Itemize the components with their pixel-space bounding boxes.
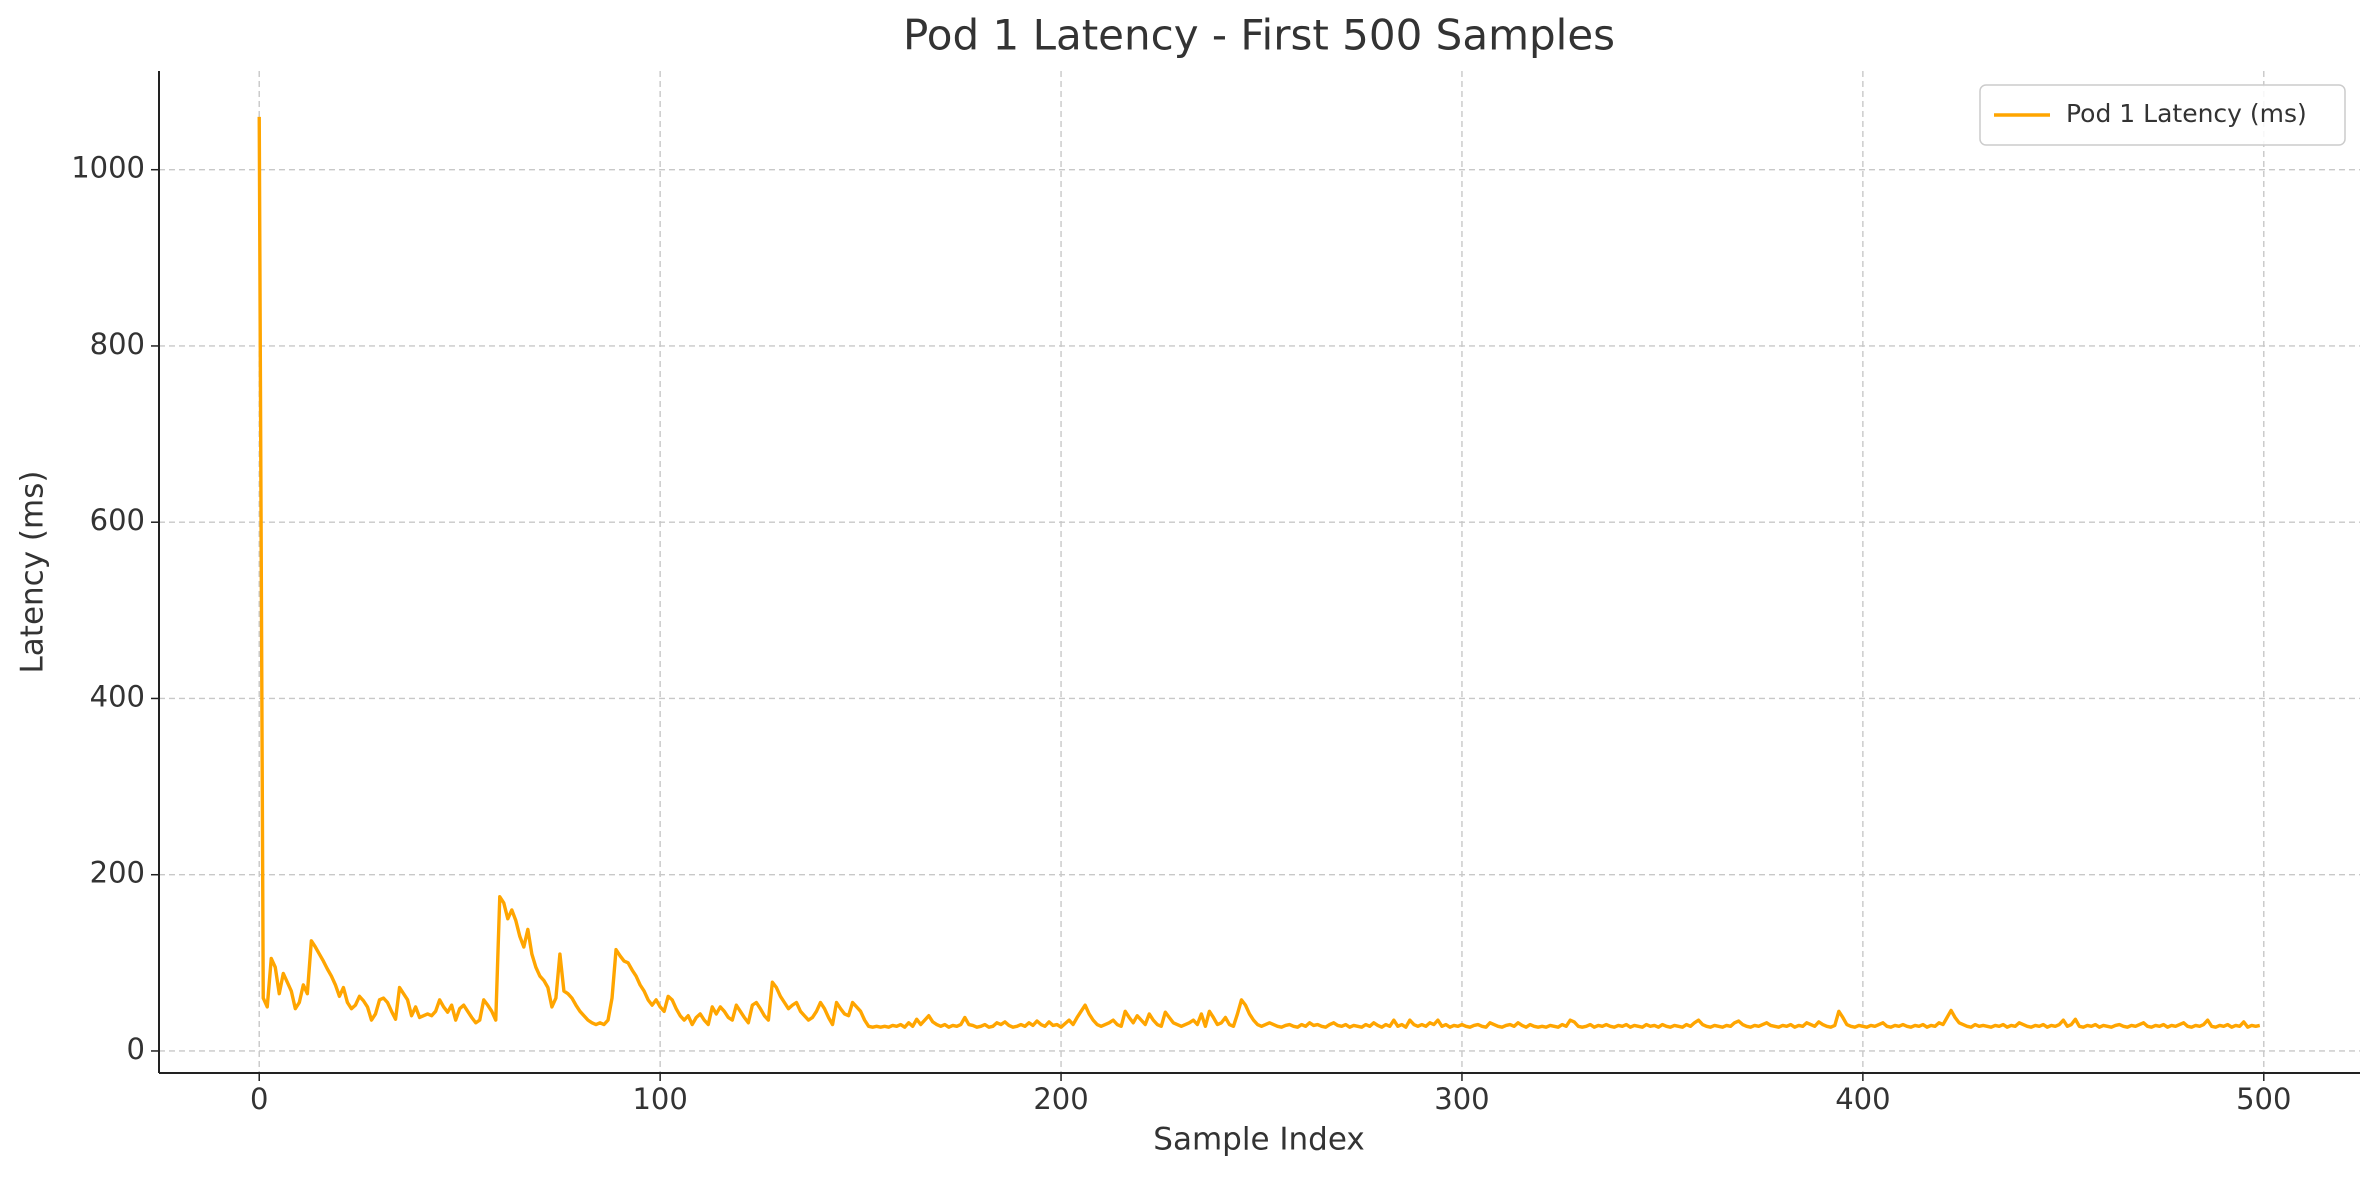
x-tick-label: 0 [250,1082,268,1116]
x-tick-label: 100 [632,1082,687,1116]
y-tick-label: 0 [127,1032,145,1066]
legend-label: Pod 1 Latency (ms) [2066,99,2307,128]
y-axis-label: Latency (ms) [15,471,51,674]
legend-box [1979,84,2346,146]
y-tick-label: 600 [90,503,145,537]
x-tick-label: 200 [1033,1082,1088,1116]
y-tick-label: 400 [90,679,145,713]
legend: Pod 1 Latency (ms) [1979,84,2346,146]
x-axis-label: Sample Index [1153,1122,1364,1158]
x-tick-label: 500 [2236,1082,2291,1116]
x-tick-label: 400 [1835,1082,1890,1116]
y-tick-label: 200 [90,856,145,890]
data-line [257,116,2261,1029]
x-tick-label: 300 [1434,1082,1489,1116]
y-tick-label: 800 [90,327,145,361]
y-tick-label: 1000 [71,151,145,185]
chart-title: Pod 1 Latency - First 500 Samples [903,11,1615,60]
